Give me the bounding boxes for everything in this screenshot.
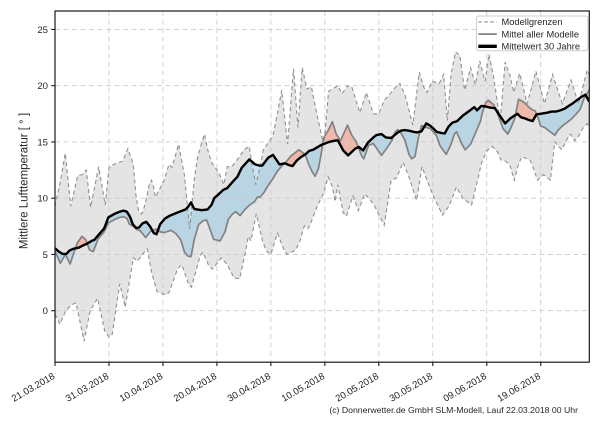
svg-text:Mittlere Lufttemperatur [ ° ]: Mittlere Lufttemperatur [ ° ] xyxy=(19,113,31,249)
svg-text:Mittel aller Modelle: Mittel aller Modelle xyxy=(502,29,580,39)
svg-text:15: 15 xyxy=(37,137,48,148)
svg-text:Modellgrenzen: Modellgrenzen xyxy=(502,17,563,27)
svg-text:25: 25 xyxy=(37,25,48,36)
svg-text:20: 20 xyxy=(37,81,48,92)
svg-text:5: 5 xyxy=(43,250,48,261)
svg-text:(c) Donnerwetter.de GmbH SLM-M: (c) Donnerwetter.de GmbH SLM-Modell, Lau… xyxy=(329,405,578,415)
svg-text:10: 10 xyxy=(37,194,48,205)
svg-text:Mittelwert 30 Jahre: Mittelwert 30 Jahre xyxy=(502,42,581,52)
svg-text:0: 0 xyxy=(43,306,48,317)
